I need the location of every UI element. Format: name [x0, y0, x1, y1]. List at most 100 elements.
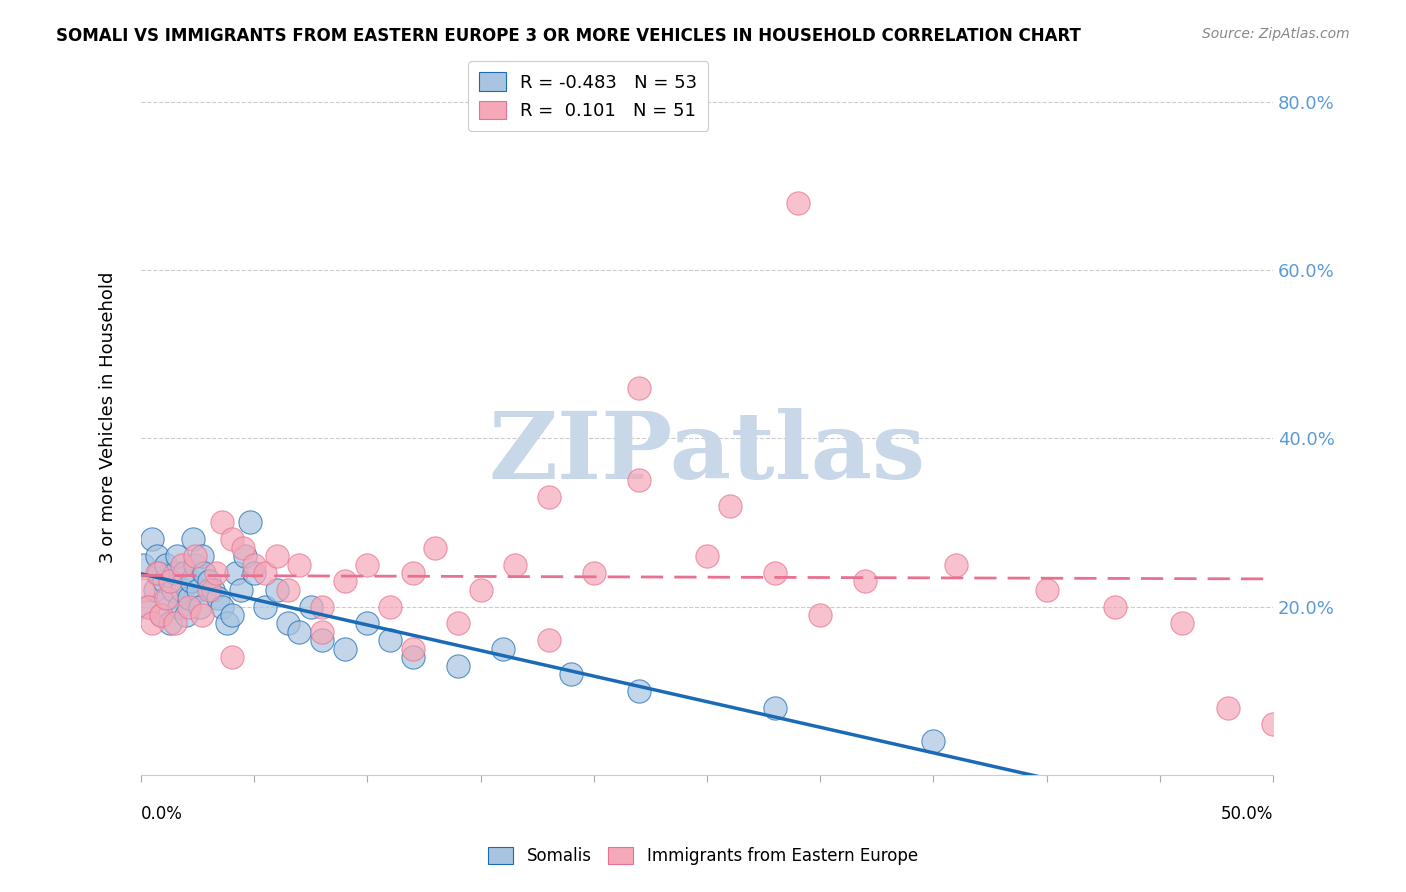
Point	[157, 591, 180, 606]
Point	[170, 558, 193, 572]
Point	[232, 541, 254, 555]
Point	[193, 566, 215, 580]
Point	[402, 641, 425, 656]
Point	[150, 607, 173, 622]
Point	[211, 516, 233, 530]
Y-axis label: 3 or more Vehicles in Household: 3 or more Vehicles in Household	[100, 271, 117, 563]
Point	[718, 499, 741, 513]
Point	[1216, 700, 1239, 714]
Point	[204, 566, 226, 580]
Point	[1171, 616, 1194, 631]
Point	[402, 650, 425, 665]
Point	[786, 195, 808, 210]
Point	[170, 582, 193, 597]
Point	[181, 533, 204, 547]
Point	[696, 549, 718, 563]
Text: ZIPatlas: ZIPatlas	[488, 408, 925, 498]
Point	[447, 658, 470, 673]
Point	[184, 558, 207, 572]
Point	[221, 650, 243, 665]
Point	[254, 599, 277, 614]
Legend: Somalis, Immigrants from Eastern Europe: Somalis, Immigrants from Eastern Europe	[478, 837, 928, 875]
Point	[537, 490, 560, 504]
Point	[1104, 599, 1126, 614]
Point	[628, 474, 651, 488]
Point	[311, 633, 333, 648]
Point	[150, 607, 173, 622]
Text: SOMALI VS IMMIGRANTS FROM EASTERN EUROPE 3 OR MORE VEHICLES IN HOUSEHOLD CORRELA: SOMALI VS IMMIGRANTS FROM EASTERN EUROPE…	[56, 27, 1081, 45]
Point	[146, 566, 169, 580]
Point	[184, 549, 207, 563]
Point	[221, 607, 243, 622]
Point	[277, 616, 299, 631]
Point	[141, 533, 163, 547]
Point	[855, 574, 877, 589]
Point	[177, 599, 200, 614]
Point	[945, 558, 967, 572]
Point	[425, 541, 447, 555]
Point	[492, 641, 515, 656]
Point	[763, 700, 786, 714]
Text: 0.0%: 0.0%	[141, 805, 183, 823]
Point	[215, 616, 238, 631]
Point	[333, 574, 356, 589]
Point	[311, 624, 333, 639]
Text: 50.0%: 50.0%	[1220, 805, 1272, 823]
Point	[560, 667, 582, 681]
Point	[254, 566, 277, 580]
Point	[288, 558, 311, 572]
Point	[763, 566, 786, 580]
Point	[163, 566, 186, 580]
Point	[159, 616, 181, 631]
Point	[503, 558, 526, 572]
Point	[378, 599, 401, 614]
Point	[202, 582, 225, 597]
Point	[136, 599, 159, 614]
Point	[169, 599, 191, 614]
Point	[402, 566, 425, 580]
Point	[266, 582, 288, 597]
Point	[378, 633, 401, 648]
Point	[537, 633, 560, 648]
Point	[1261, 717, 1284, 731]
Point	[243, 566, 266, 580]
Point	[146, 549, 169, 563]
Point	[155, 591, 177, 606]
Point	[159, 574, 181, 589]
Point	[163, 616, 186, 631]
Point	[311, 599, 333, 614]
Point	[132, 582, 155, 597]
Point	[299, 599, 322, 614]
Point	[198, 574, 221, 589]
Point	[191, 549, 214, 563]
Point	[162, 582, 184, 597]
Point	[132, 558, 155, 572]
Point	[207, 591, 229, 606]
Point	[148, 566, 170, 580]
Point	[174, 607, 197, 622]
Point	[922, 734, 945, 748]
Point	[166, 549, 188, 563]
Point	[628, 683, 651, 698]
Point	[187, 582, 209, 597]
Legend: R = -0.483   N = 53, R =  0.101   N = 51: R = -0.483 N = 53, R = 0.101 N = 51	[468, 62, 709, 131]
Point	[221, 533, 243, 547]
Point	[180, 574, 202, 589]
Point	[211, 599, 233, 614]
Point	[243, 558, 266, 572]
Text: Source: ZipAtlas.com: Source: ZipAtlas.com	[1202, 27, 1350, 41]
Point	[225, 566, 247, 580]
Point	[198, 582, 221, 597]
Point	[277, 582, 299, 597]
Point	[141, 616, 163, 631]
Point	[155, 558, 177, 572]
Point	[239, 516, 262, 530]
Point	[233, 549, 256, 563]
Point	[188, 599, 211, 614]
Point	[143, 582, 166, 597]
Point	[582, 566, 605, 580]
Point	[1035, 582, 1057, 597]
Point	[191, 607, 214, 622]
Point	[808, 607, 831, 622]
Point	[152, 574, 174, 589]
